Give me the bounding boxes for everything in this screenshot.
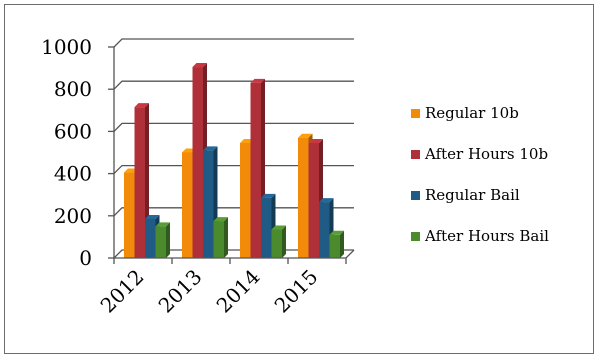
bar-top [261, 193, 276, 198]
bar [145, 218, 156, 258]
bar [250, 82, 261, 259]
gridline [113, 164, 354, 175]
bar [124, 172, 135, 258]
bar-top [329, 230, 344, 235]
gridline [113, 80, 354, 90]
y-tick-label: 400 [54, 162, 92, 186]
bar-side [282, 225, 286, 258]
y-tick-label: 200 [54, 204, 92, 228]
bar [182, 152, 193, 258]
bar [319, 202, 330, 258]
bar-top [250, 78, 265, 83]
bar-side [340, 230, 344, 258]
bar-top [192, 63, 207, 68]
bar [213, 221, 224, 258]
x-tick-label: 2014 [212, 265, 265, 318]
bar-top [134, 103, 149, 108]
bar-top [155, 222, 170, 227]
bar-top [319, 198, 334, 203]
legend-label: After Hours 10b [424, 145, 548, 163]
bar [298, 137, 309, 258]
bar [329, 234, 340, 258]
bar [308, 143, 319, 258]
bar-top [203, 146, 218, 151]
legend-swatch [411, 232, 420, 241]
bar-top [298, 133, 313, 138]
bar-top [308, 139, 323, 144]
gridline [113, 207, 354, 217]
bar [203, 150, 214, 258]
bar [155, 226, 166, 258]
gridline [113, 122, 354, 132]
bar-top [145, 214, 160, 219]
bar-side [224, 217, 228, 258]
legend-swatch [411, 109, 420, 118]
gridline [113, 38, 354, 48]
bar-top [213, 217, 228, 222]
bar [261, 197, 272, 258]
bar [192, 67, 203, 258]
y-tick-label: 0 [79, 246, 92, 270]
bar-side [166, 222, 170, 258]
y-tick-label: 1000 [41, 35, 92, 59]
legend-swatch [411, 191, 420, 200]
legend-label: After Hours Bail [424, 227, 549, 245]
legend-label: Regular 10b [425, 104, 519, 122]
bar-top [271, 225, 286, 230]
bar [240, 143, 251, 258]
bar [134, 107, 145, 258]
x-tick-label: 2013 [154, 265, 207, 318]
x-tick-label: 2012 [96, 265, 149, 318]
x-tick-label: 2015 [270, 265, 323, 318]
y-tick-label: 600 [54, 119, 92, 143]
legend-label: Regular Bail [425, 186, 520, 204]
legend-swatch [411, 150, 420, 159]
y-tick-label: 800 [54, 77, 92, 101]
bar [271, 229, 282, 258]
